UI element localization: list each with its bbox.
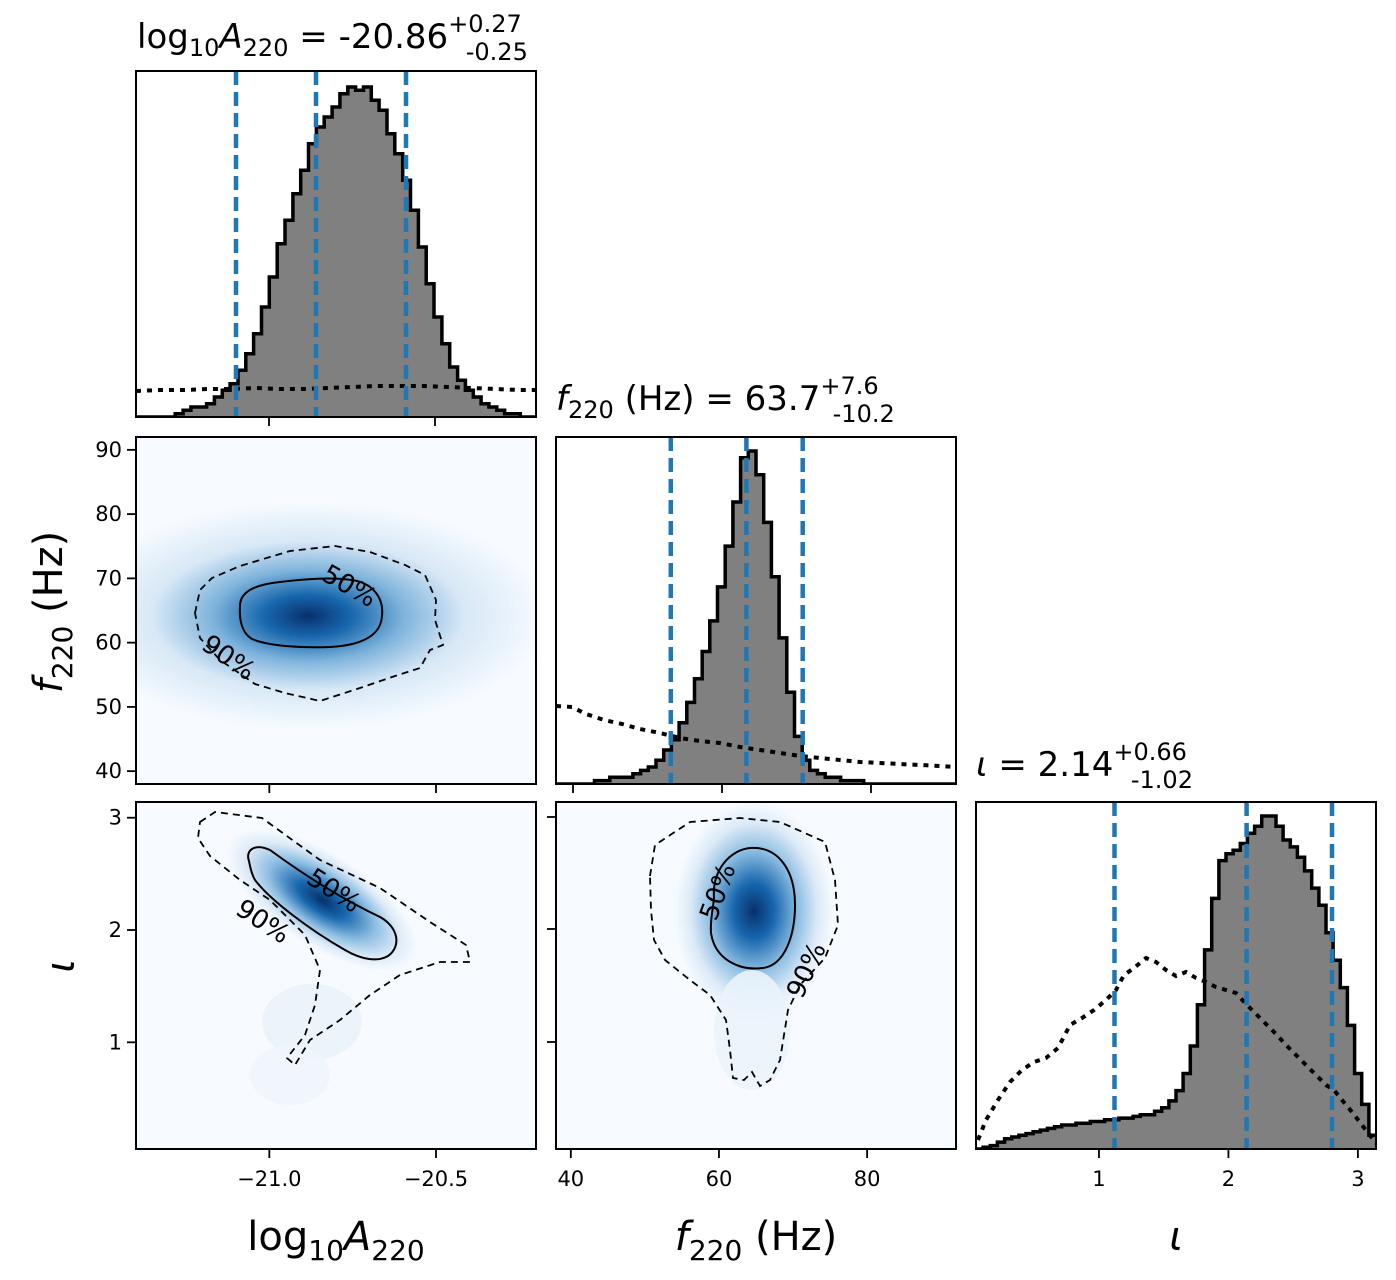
x-ticks-iota: 1 2 3 [1092, 1149, 1365, 1191]
tick-label-f: 80 [854, 1167, 881, 1191]
tick-label-f: 60 [706, 1167, 733, 1191]
tick-label-f: 50 [95, 695, 122, 719]
y-ticks-iota: 1 2 3 [109, 806, 136, 1054]
title-iota: ι = 2.14+0.66 -1.02 [976, 738, 1193, 794]
posterior-histogram-f-outline [556, 449, 956, 784]
x-ticks-f: 40 60 80 [557, 1149, 880, 1191]
panel-f-marginal [555, 436, 957, 793]
panel-iota-marginal: 1 2 3 [975, 801, 1377, 1191]
prior-histogram-iota [976, 955, 1376, 1145]
contour-90-f-iota [649, 817, 839, 1088]
contour-50-logA-iota [247, 846, 398, 961]
posterior-histogram-logA-outline [136, 85, 536, 417]
tick-label-f: 40 [557, 1167, 584, 1191]
panel-logA-marginal [135, 70, 537, 426]
x-ticks-logA: −21.0 −20.5 [237, 1149, 468, 1191]
posterior-histogram-logA-fill [136, 87, 536, 417]
ylabel-iota: ι [38, 959, 84, 973]
xlabel-logA: log10A220 [247, 1214, 424, 1267]
tick-label-f: 90 [95, 438, 122, 462]
tick-label-iota: 3 [1351, 1167, 1364, 1191]
xlabel-iota: ι [1169, 1214, 1183, 1260]
tick-label-f: 80 [95, 502, 122, 526]
tick-label-logA: −20.5 [404, 1167, 468, 1191]
panel-logA-iota-joint: 50% 90% 123 −21.0 −20.5 [109, 801, 537, 1191]
contour-90-logA-f [194, 545, 445, 702]
contour-90-logA-iota [197, 811, 472, 1067]
tick-label-logA: −21.0 [237, 1167, 301, 1191]
contour-50-logA-f [238, 577, 384, 649]
ylabel-f: f220 (Hz) [26, 531, 79, 694]
contour-50-f-iota [709, 846, 797, 970]
posterior-histogram-iota-fill [976, 816, 1376, 1149]
tick-label-iota: 2 [1222, 1167, 1235, 1191]
posterior-histogram-iota-outline [976, 814, 1376, 1149]
panel-f-iota-joint: 50% 90% 40 60 80 [547, 801, 957, 1191]
title-f: f220 (Hz) = 63.7+7.6 -10.2 [556, 372, 895, 428]
prior-histogram-f [556, 704, 956, 769]
posterior-histogram-f-fill [556, 451, 956, 784]
y-ticks-f: 40 50 60 70 80 90 [95, 438, 136, 783]
title-logA: log10A220 = -20.86+0.27 -0.25 [137, 10, 528, 66]
tick-label-iota: 1 [1092, 1167, 1105, 1191]
tick-label-f: 60 [95, 631, 122, 655]
xlabel-f: f220 (Hz) [675, 1214, 838, 1267]
tick-label-iota: 2 [109, 918, 122, 942]
tick-label-iota: 1 [109, 1030, 122, 1054]
prior-histogram-logA [136, 384, 536, 393]
tick-label-f: 40 [95, 759, 122, 783]
tick-label-f: 70 [95, 566, 122, 590]
tick-label-iota: 3 [109, 806, 122, 830]
